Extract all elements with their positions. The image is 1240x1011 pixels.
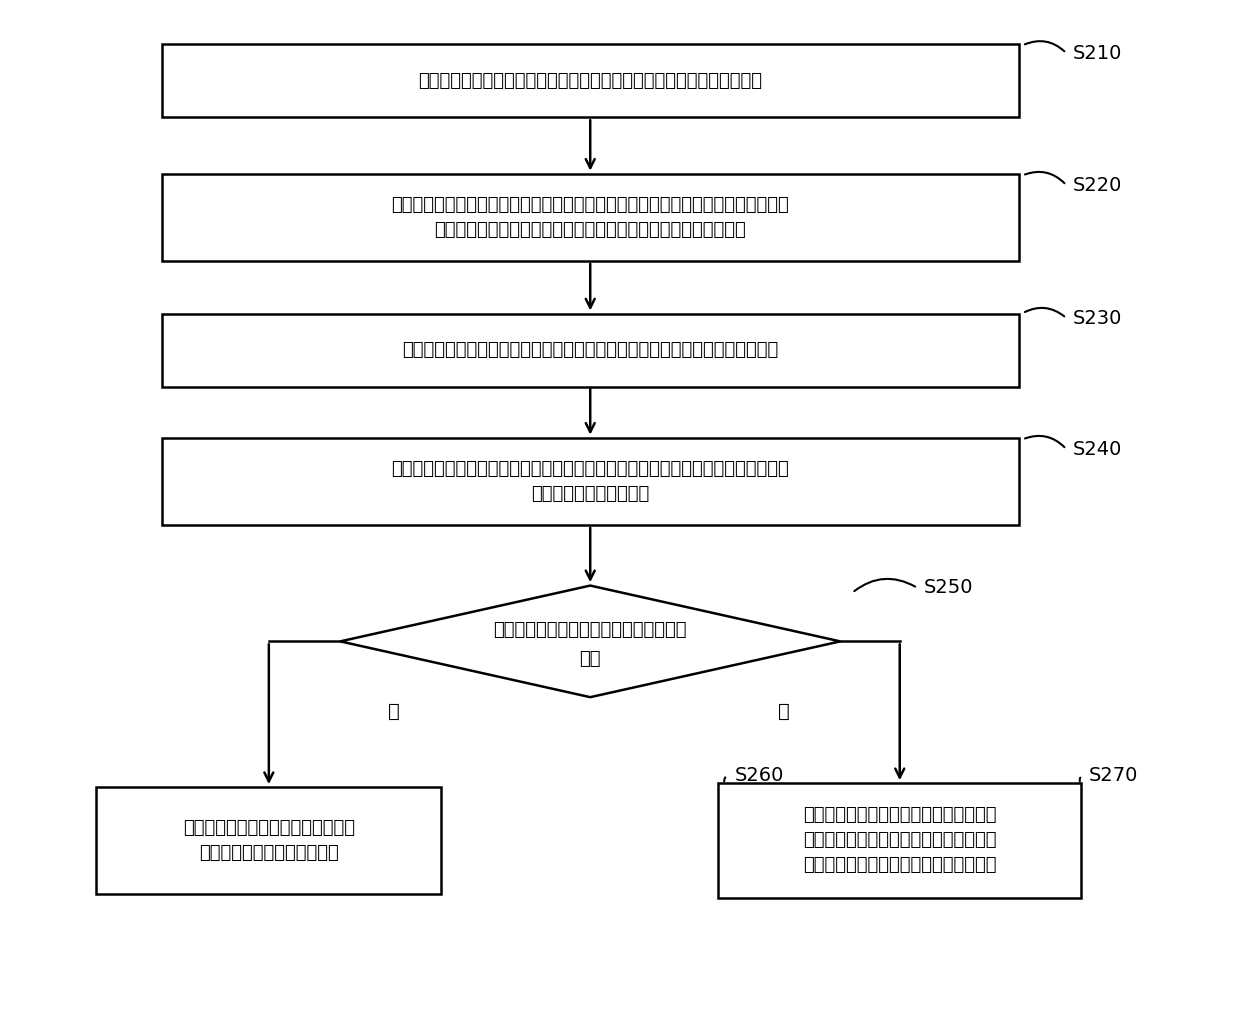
Text: 控制智能车以小于当前行驶车道上的
前方最近车辆的速度进行行驶: 控制智能车以小于当前行驶车道上的 前方最近车辆的速度进行行驶 bbox=[182, 819, 355, 861]
Text: 当智能车的速度大于智能车当前行驶车道上的前方最近车辆的速度时，获取智能车与
位于相邻车道中的后方最近车辆的第一距离、相对速度和第二距离: 当智能车的速度大于智能车当前行驶车道上的前方最近车辆的速度时，获取智能车与 位于… bbox=[392, 196, 789, 239]
Text: 否: 否 bbox=[388, 702, 399, 721]
FancyBboxPatch shape bbox=[97, 787, 441, 894]
Text: 将第一距离和所述第二距离输入到距离检测方程中，计算智能车与位于相邻车道中的
后方最近车辆的第三距离: 将第一距离和所述第二距离输入到距离检测方程中，计算智能车与位于相邻车道中的 后方… bbox=[392, 460, 789, 502]
Text: S270: S270 bbox=[1089, 765, 1138, 785]
Polygon shape bbox=[340, 585, 841, 698]
FancyBboxPatch shape bbox=[161, 174, 1019, 261]
Text: S220: S220 bbox=[1073, 176, 1122, 195]
Text: S250: S250 bbox=[924, 578, 973, 598]
FancyBboxPatch shape bbox=[718, 784, 1081, 898]
FancyBboxPatch shape bbox=[161, 44, 1019, 117]
Text: 判断换道允许的时间是否大于换道预设的: 判断换道允许的时间是否大于换道预设的 bbox=[494, 621, 687, 639]
Text: S240: S240 bbox=[1073, 440, 1122, 459]
FancyBboxPatch shape bbox=[161, 313, 1019, 386]
Text: 判断智能车的速度是否大于智能车当前行驶车道上的前方最近车辆的速度: 判断智能车的速度是否大于智能车当前行驶车道上的前方最近车辆的速度 bbox=[418, 72, 763, 90]
Text: S210: S210 bbox=[1073, 43, 1122, 63]
Text: 时间: 时间 bbox=[579, 650, 601, 668]
Text: S230: S230 bbox=[1073, 308, 1122, 328]
Text: 是: 是 bbox=[779, 702, 790, 721]
Text: 将智能车的速度输入到安全车距计算方程中，得到智能车的速度对应的安全车距: 将智能车的速度输入到安全车距计算方程中，得到智能车的速度对应的安全车距 bbox=[402, 341, 779, 359]
FancyBboxPatch shape bbox=[161, 438, 1019, 525]
Text: 根据智能车与相邻车道的横向偏差和航向
角偏差确定指定方向和指定角度；控制智
能车的方向盘向指定方向旋转指定角度。: 根据智能车与相邻车道的横向偏差和航向 角偏差确定指定方向和指定角度；控制智 能车… bbox=[804, 807, 997, 875]
Text: S260: S260 bbox=[734, 765, 784, 785]
